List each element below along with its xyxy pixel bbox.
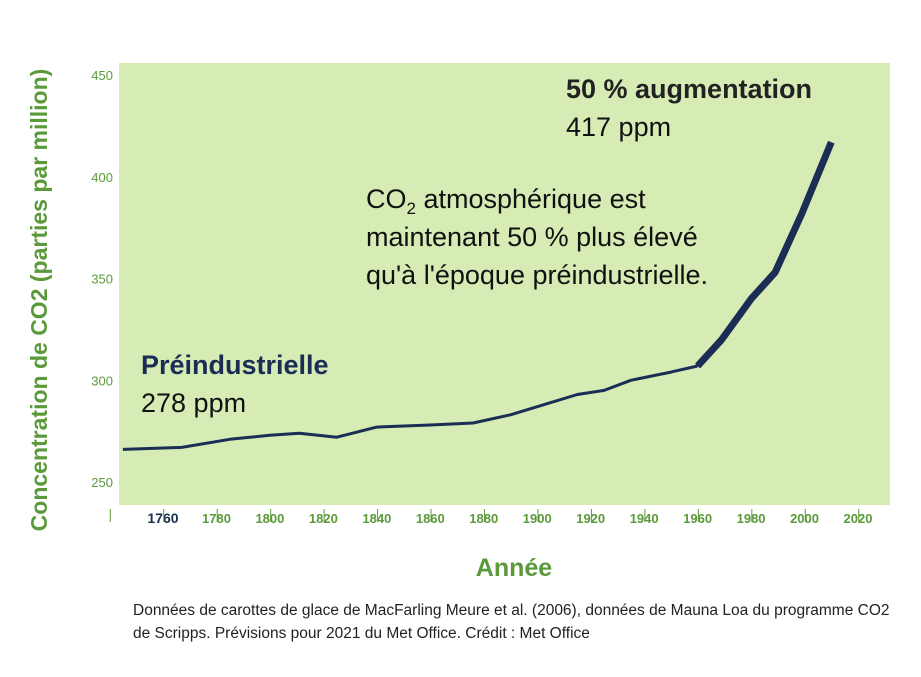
y-axis-label: Concentration de CO2 (parties par millio…	[26, 69, 52, 532]
preindustrial-label: Préindustrielle	[141, 350, 329, 380]
y-axis: 250 300 350 400 450	[91, 68, 113, 490]
x-tick-label: 1980	[737, 511, 766, 526]
x-tick-label: 1900	[523, 511, 552, 526]
x-tick-label: 1800	[255, 511, 284, 526]
desc-co: CO	[366, 184, 407, 214]
x-tick-label: 1840	[362, 511, 391, 526]
y-tick-label: 350	[91, 272, 113, 287]
x-tick-label: 2020	[844, 511, 873, 526]
desc-rest: atmosphérique est maintenant 50 % plus é…	[366, 184, 709, 290]
series-line-recent	[695, 140, 835, 369]
x-tick-label: 1920	[576, 511, 605, 526]
increase-value: 417 ppm	[566, 112, 672, 142]
y-tick-label: 250	[91, 475, 113, 490]
x-tick-label: 1760	[147, 510, 178, 526]
x-tick-label: 1880	[469, 511, 498, 526]
x-axis: 1760 1780 1800 1820 1840 1860 1880 1900 1920 1940…	[109, 509, 873, 526]
x-tick-label: 1780	[202, 511, 231, 526]
x-tick-label: 1960	[683, 511, 712, 526]
y-tick-label: 450	[91, 68, 113, 83]
y-tick-label: 300	[91, 373, 113, 388]
preindustrial-value: 278 ppm	[141, 388, 247, 418]
x-tick-label: 2000	[790, 511, 819, 526]
y-tick-label: 400	[91, 170, 113, 185]
x-tick-label: 1860	[416, 511, 445, 526]
increase-annotation: 50 % augmentation 417 ppm	[566, 70, 812, 146]
increase-label: 50 % augmentation	[566, 74, 813, 104]
series-line-historical	[122, 364, 698, 451]
x-tick-label: 1940	[630, 511, 659, 526]
desc-subscript: 2	[406, 199, 416, 218]
preindustrial-annotation: Préindustrielle 278 ppm	[141, 346, 329, 422]
description-annotation: CO2 atmosphérique est maintenant 50 % pl…	[366, 180, 726, 294]
x-axis-label: Année	[476, 554, 553, 582]
series-layer	[122, 140, 835, 451]
x-tick-label: 1820	[309, 511, 338, 526]
source-credit: Données de carottes de glace de MacFarli…	[133, 602, 890, 642]
